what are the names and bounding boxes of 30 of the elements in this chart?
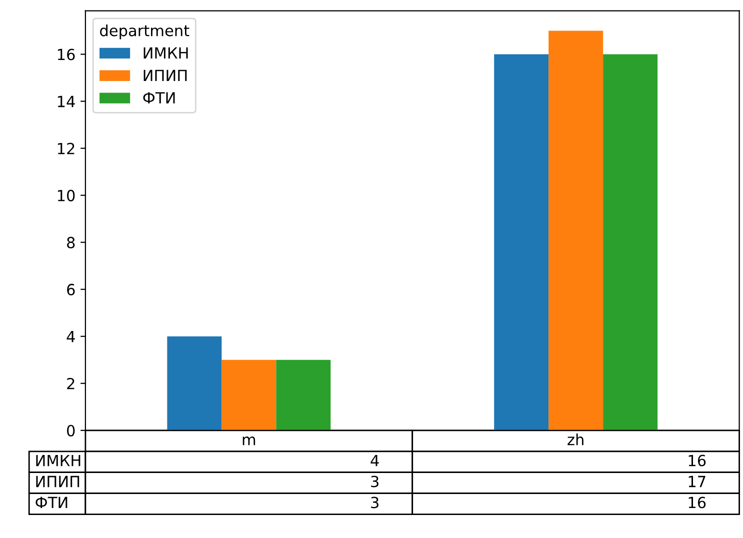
data-label: 4 <box>370 454 379 466</box>
y-tick-label: 12 <box>58 142 74 154</box>
legend-label: ИМКН <box>144 47 188 59</box>
y-tick-label: 10 <box>58 190 75 202</box>
text: ФТИ <box>36 496 68 508</box>
bar <box>494 54 549 430</box>
y-tick-label: 0 <box>67 424 75 436</box>
y-tick-label: 14 <box>58 96 75 108</box>
data-label: 3 <box>371 476 378 488</box>
data-label: 16 <box>688 496 706 508</box>
bar <box>548 30 604 430</box>
y-tick-label: 16 <box>58 48 75 60</box>
y-tick-label: 2 <box>67 378 74 390</box>
x-tick-label: zh <box>568 434 584 446</box>
legend-label: ФТИ <box>143 92 175 104</box>
legend-label: ИПИП <box>144 70 187 81</box>
data-label: 17 <box>688 476 706 488</box>
data-label: 16 <box>688 454 706 466</box>
x-tick-label: m <box>242 436 256 446</box>
bar <box>603 54 658 430</box>
y-tick-label: 4 <box>66 331 75 342</box>
text: ИМКН <box>36 454 80 466</box>
y-tick-label: 8 <box>67 236 75 248</box>
text: ИПИП <box>36 476 80 488</box>
legend-title: department <box>100 24 190 40</box>
bar <box>167 336 222 430</box>
bar <box>276 360 331 430</box>
bar <box>222 360 276 430</box>
y-tick-label: 6 <box>67 284 75 296</box>
data-label: 3 <box>371 496 378 508</box>
